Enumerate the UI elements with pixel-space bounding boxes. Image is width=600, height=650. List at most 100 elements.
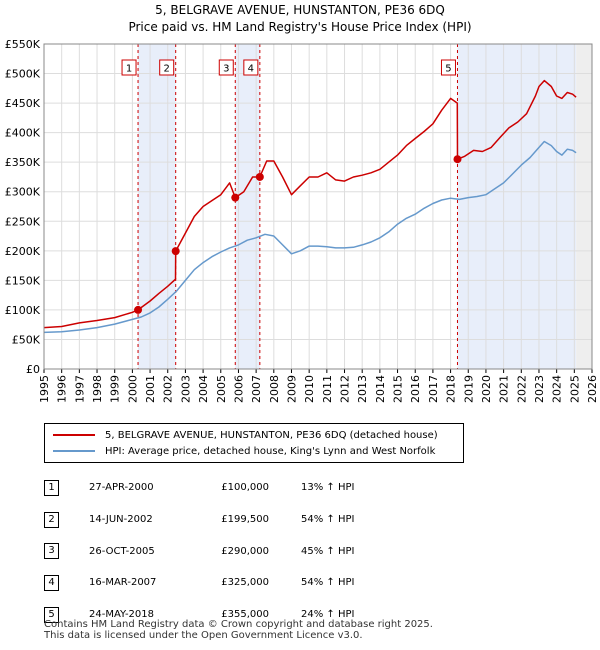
sale-label-4: 4 [243, 59, 259, 76]
sale-price: £100,000 [221, 482, 269, 494]
sale-label-box [440, 59, 456, 76]
x-tick-label: 1995 [38, 375, 51, 403]
sale-date: 16-MAR-2007 [89, 577, 157, 589]
sale-label-5: 5 [440, 59, 456, 76]
sale-price: £290,000 [221, 545, 269, 557]
y-tick-label: £0 [26, 363, 40, 376]
sale-point-3 [231, 193, 240, 202]
chart-legend: 5, BELGRAVE AVENUE, HUNSTANTON, PE36 6DQ… [44, 423, 464, 463]
sale-number: 1 [44, 479, 59, 496]
legend-swatch-property [53, 434, 95, 436]
x-tick-label: 2007 [250, 375, 263, 403]
sale-point-1 [134, 305, 143, 314]
footer: Contains HM Land Registry data © Crown c… [44, 619, 433, 641]
y-tick-label: £500K [5, 68, 41, 81]
x-tick-label: 2000 [126, 375, 139, 403]
future-region [576, 44, 592, 369]
sale-number: 4 [44, 574, 59, 591]
table-row: 2 14-JUN-2002 £199,500 54% ↑ HPI [44, 504, 354, 536]
sale-date: 14-JUN-2002 [89, 514, 153, 526]
x-tick-label: 2011 [321, 375, 334, 403]
sale-hpi: 54% ↑ HPI [301, 514, 355, 526]
x-tick-label: 2016 [409, 375, 422, 403]
sale-point-5 [453, 155, 462, 164]
sale-label-text: 5 [445, 64, 451, 75]
sale-price: £199,500 [221, 514, 269, 526]
x-tick-label: 2005 [215, 375, 228, 403]
x-tick-label: 2021 [498, 375, 511, 403]
x-tick-label: 2010 [303, 375, 316, 403]
legend-label-hpi: HPI: Average price, detached house, King… [105, 445, 436, 457]
x-tick-label: 2006 [232, 375, 245, 403]
x-tick-label: 2024 [551, 375, 564, 403]
x-tick-label: 2025 [568, 375, 581, 403]
x-tick-label: 2003 [179, 375, 192, 403]
footer-copyright: Contains HM Land Registry data © Crown c… [44, 619, 433, 630]
x-tick-label: 2009 [285, 375, 298, 403]
legend-item-property: 5, BELGRAVE AVENUE, HUNSTANTON, PE36 6DQ… [53, 428, 438, 442]
sale-hpi: 24% ↑ HPI [301, 609, 355, 621]
y-tick-label: £450K [5, 97, 41, 110]
sale-label-3: 3 [218, 59, 234, 76]
x-tick-label: 2022 [515, 375, 528, 403]
sale-number: 5 [44, 606, 59, 623]
sale-label-box [159, 59, 175, 76]
y-tick-label: £100K [5, 304, 41, 317]
table-row: 1 27-APR-2000 £100,000 13% ↑ HPI [44, 472, 354, 504]
sale-hpi: 13% ↑ HPI [301, 482, 355, 494]
legend-label-property: 5, BELGRAVE AVENUE, HUNSTANTON, PE36 6DQ… [105, 429, 438, 441]
series-property-line [43, 79, 577, 329]
x-tick-label: 2023 [533, 375, 546, 403]
y-tick-label: £350K [5, 156, 41, 169]
chart-subtitle: Price paid vs. HM Land Registry's House … [128, 20, 472, 34]
sale-date: 24-MAY-2018 [89, 609, 155, 621]
sale-hpi: 54% ↑ HPI [301, 577, 355, 589]
sale-label-text: 2 [164, 64, 170, 75]
x-tick-label: 2015 [392, 375, 405, 403]
series-hpi-line [43, 140, 577, 334]
chart-title: 5, BELGRAVE AVENUE, HUNSTANTON, PE36 6DQ [155, 3, 445, 17]
x-tick-label: 2020 [480, 375, 493, 403]
table-row: 5 24-MAY-2018 £355,000 24% ↑ HPI [44, 599, 354, 631]
y-tick-label: £300K [5, 186, 41, 199]
x-tick-label: 2002 [162, 375, 175, 403]
table-row: 4 16-MAR-2007 £325,000 54% ↑ HPI [44, 567, 354, 599]
sale-hpi: 45% ↑ HPI [301, 545, 355, 557]
shaded-period-3 [457, 44, 577, 369]
x-tick-label: 2014 [374, 375, 387, 403]
x-tick-label: 1999 [109, 375, 122, 403]
sale-number: 2 [44, 511, 59, 528]
sale-label-1: 1 [121, 59, 137, 76]
x-tick-label: 2001 [144, 375, 157, 403]
sale-date: 27-APR-2000 [89, 482, 154, 494]
sale-price: £325,000 [221, 577, 269, 589]
x-tick-label: 2017 [427, 375, 440, 403]
x-tick-label: 2012 [339, 375, 352, 403]
plot-frame [43, 43, 593, 370]
x-tick-label: 2026 [586, 375, 599, 403]
y-tick-label: £250K [5, 215, 41, 228]
sale-label-box [243, 59, 259, 76]
sale-label-box [218, 59, 234, 76]
shaded-period-1 [138, 44, 176, 369]
sale-point-2 [171, 247, 180, 256]
x-tick-label: 1996 [56, 375, 69, 403]
sale-point-4 [255, 172, 264, 181]
sale-label-text: 1 [126, 64, 132, 75]
x-tick-label: 2018 [445, 375, 458, 403]
y-tick-label: £550K [5, 38, 41, 51]
footer-licence: This data is licensed under the Open Gov… [44, 630, 363, 641]
x-tick-label: 2019 [462, 375, 475, 403]
legend-item-hpi: HPI: Average price, detached house, King… [53, 444, 435, 458]
sale-price: £355,000 [221, 609, 269, 621]
x-tick-label: 2008 [268, 375, 281, 403]
sale-label-text: 3 [223, 64, 229, 75]
y-tick-label: £200K [5, 245, 41, 258]
x-tick-label: 2013 [356, 375, 369, 403]
x-tick-label: 2004 [197, 375, 210, 403]
x-tick-label: 1998 [91, 375, 104, 403]
sale-date: 26-OCT-2005 [89, 545, 155, 557]
y-tick-label: £400K [5, 127, 41, 140]
price-chart: £0 £50K £100K £150K £200K £250K £300K £350K £400… [5, 38, 599, 403]
sale-label-2: 2 [159, 59, 175, 76]
